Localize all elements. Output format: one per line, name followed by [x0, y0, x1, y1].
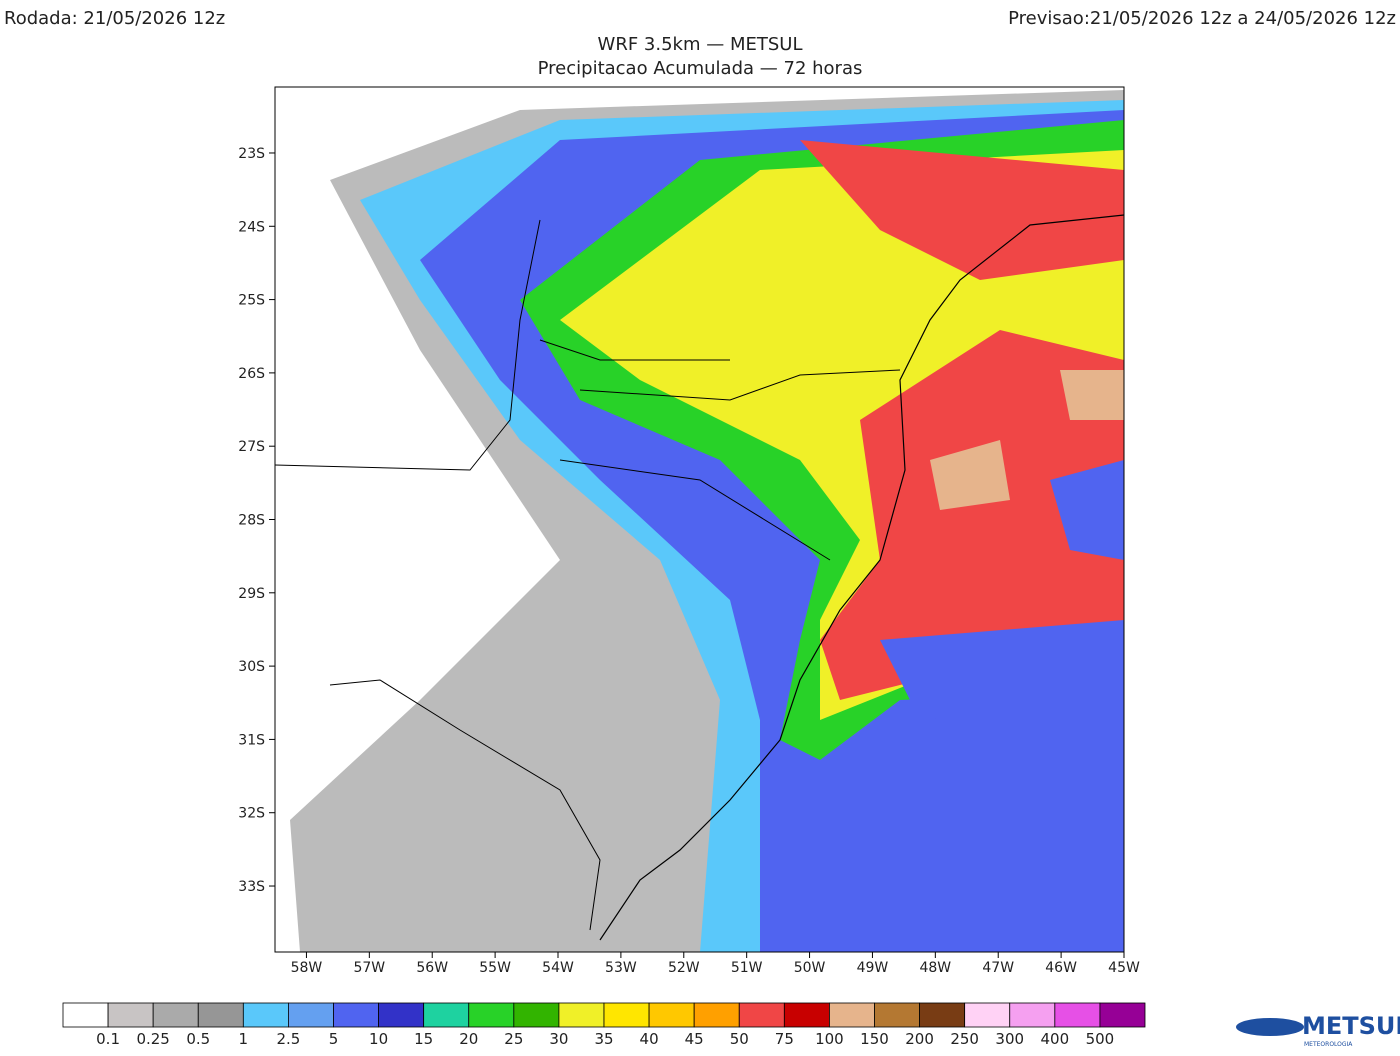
colorbar-swatch — [378, 1002, 425, 1028]
colorbar-swatch — [1099, 1002, 1146, 1028]
colorbar-swatch — [152, 1002, 199, 1028]
colorbar-label: 35 — [594, 1030, 613, 1048]
colorbar-swatch — [1054, 1002, 1101, 1028]
colorbar-label: 500 — [1086, 1030, 1115, 1048]
colorbar-label: 200 — [905, 1030, 934, 1048]
lat-tick-label: 30S — [238, 659, 265, 675]
colorbar-label: 0.5 — [186, 1030, 210, 1048]
subtitle: Precipitacao Acumulada — 72 horas — [538, 58, 863, 79]
colorbar-label: 30 — [549, 1030, 568, 1048]
lat-tick-label: 29S — [238, 586, 265, 602]
lon-tick-label: 54W — [542, 960, 574, 976]
lon-tick-label: 46W — [1045, 960, 1077, 976]
precip-tan — [930, 370, 1124, 510]
lat-tick-label: 32S — [238, 806, 265, 822]
colorbar-label: 15 — [414, 1030, 433, 1048]
precip-red — [800, 140, 1124, 700]
colorbar-label: 40 — [640, 1030, 659, 1048]
colorbar-label: 0.1 — [96, 1030, 120, 1048]
title: WRF 3.5km — METSUL — [598, 34, 803, 55]
lon-tick-label: 48W — [919, 960, 951, 976]
lon-tick-label: 53W — [605, 960, 637, 976]
colorbar-swatch — [829, 1002, 875, 1028]
colorbar-swatch — [603, 1002, 650, 1028]
map — [274, 86, 1125, 953]
coastline — [599, 214, 1125, 941]
colorbar-label: 0.25 — [136, 1030, 169, 1048]
colorbar-label: 250 — [950, 1030, 979, 1048]
colorbar-label: 100 — [815, 1030, 844, 1048]
lon-tick-label: 55W — [479, 960, 511, 976]
lat-tick-label: 31S — [238, 732, 265, 748]
colorbar-swatch — [107, 1002, 154, 1028]
colorbar-swatch — [468, 1002, 515, 1028]
logo: METSUL METEOROLOGIA — [1236, 1012, 1400, 1048]
lon-tick-label: 51W — [731, 960, 763, 976]
logo-mark — [1236, 1018, 1304, 1036]
forecast-label: Previsao:21/05/2026 12z a 24/05/2026 12z — [1008, 8, 1396, 29]
colorbar-label: 150 — [860, 1030, 889, 1048]
colorbar-label: 75 — [775, 1030, 794, 1048]
colorbar-label: 2.5 — [276, 1030, 300, 1048]
colorbar-swatch — [423, 1002, 470, 1028]
lat-tick-label: 33S — [238, 879, 265, 895]
colorbar-swatch — [62, 1002, 109, 1028]
lat-tick-label: 26S — [238, 366, 265, 382]
colorbar-label: 45 — [685, 1030, 704, 1048]
lon-tick-label: 56W — [416, 960, 448, 976]
colorbar-swatch — [783, 1002, 830, 1028]
lon-tick-label: 52W — [668, 960, 700, 976]
run-label: Rodada: 21/05/2026 12z — [4, 8, 225, 29]
colorbar-label: 10 — [369, 1030, 388, 1048]
colorbar-swatch — [738, 1002, 785, 1028]
lat-tick-label: 24S — [238, 219, 265, 235]
lat-tick-label: 25S — [238, 293, 265, 309]
colorbar-swatch — [964, 1002, 1011, 1028]
colorbar-label: 400 — [1041, 1030, 1070, 1048]
lon-tick-label: 45W — [1108, 960, 1140, 976]
colorbar-label: 1 — [239, 1030, 249, 1048]
lon-tick-label: 49W — [857, 960, 889, 976]
logo-name: METSUL — [1302, 1012, 1400, 1040]
precip-blue-ocean — [880, 460, 1124, 720]
lon-tick-label: 57W — [353, 960, 385, 976]
borders — [274, 219, 901, 931]
lon-tick-label: 50W — [794, 960, 826, 976]
lat-tick-label: 27S — [238, 439, 265, 455]
colorbar-swatch — [288, 1002, 334, 1028]
colorbar-label: 25 — [504, 1030, 523, 1048]
precip-field — [275, 87, 1124, 952]
colorbar-swatch — [197, 1002, 244, 1028]
colorbar-swatch — [333, 1002, 379, 1028]
colorbar-swatch — [648, 1002, 695, 1028]
colorbar-label: 300 — [995, 1030, 1024, 1048]
colorbar-label: 20 — [459, 1030, 478, 1048]
lon-tick-label: 47W — [982, 960, 1014, 976]
lat-tick-label: 28S — [238, 513, 265, 529]
colorbar-swatch — [693, 1002, 740, 1028]
colorbar-swatch — [919, 1002, 966, 1028]
lat-tick-label: 23S — [238, 146, 265, 162]
colorbar-label: 5 — [329, 1030, 339, 1048]
colorbar-swatch — [558, 1002, 605, 1028]
colorbar-swatch — [242, 1002, 289, 1028]
colorbar-swatch — [874, 1002, 920, 1028]
logo-tagline: METEOROLOGIA — [1304, 1041, 1353, 1048]
colorbar-label: 50 — [730, 1030, 749, 1048]
lon-tick-label: 58W — [291, 960, 323, 976]
colorbar-swatch — [513, 1002, 560, 1028]
colorbar-swatch — [1009, 1002, 1056, 1028]
